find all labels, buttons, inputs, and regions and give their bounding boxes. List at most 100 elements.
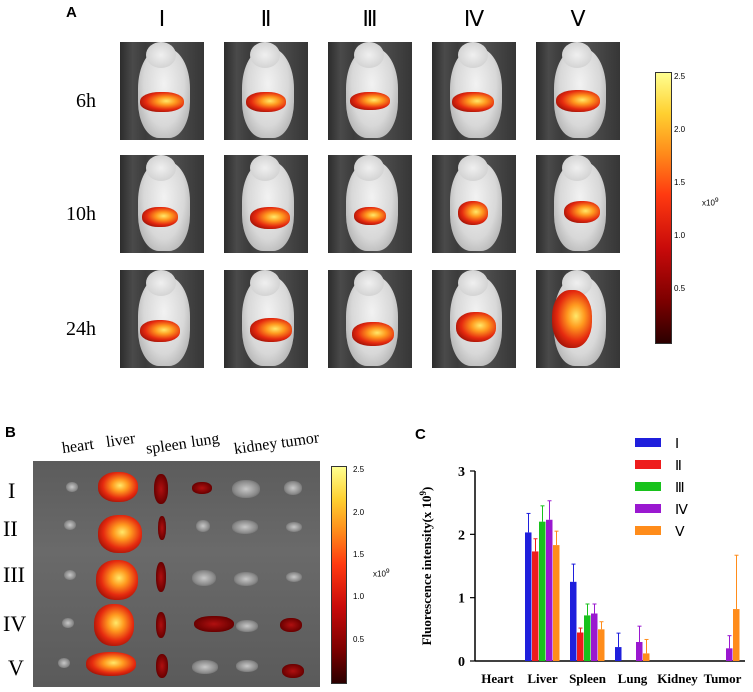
panel-b-colorbar-unit: x109 [373, 568, 390, 579]
y-tick-label: 2 [458, 528, 465, 543]
legend-label: Ⅴ [675, 525, 685, 540]
mouse-image [432, 155, 516, 253]
bar [636, 642, 643, 661]
organ-name-label: lung [189, 430, 221, 451]
legend-label: Ⅲ [675, 481, 685, 496]
bar [570, 581, 577, 661]
fluorescence-signal [556, 90, 600, 112]
x-tick-label: Heart [481, 671, 514, 686]
mouse-head [250, 155, 280, 181]
mouse-image [328, 270, 412, 368]
organ-photo [33, 461, 320, 687]
colorbar-tick-label: 2.0 [353, 507, 365, 517]
organ-name-label: heart [60, 435, 95, 458]
bar [584, 615, 591, 661]
mouse-head [146, 155, 176, 181]
fluorescence-signal [140, 92, 184, 112]
panel-a-timepoint-label: 24h [66, 318, 96, 340]
legend-swatch [635, 460, 661, 469]
organ-image [236, 620, 258, 632]
organ-image [284, 481, 302, 495]
organ-image [66, 482, 78, 492]
mouse-image [120, 155, 204, 253]
x-tick-label: Kidney [657, 671, 698, 686]
mouse-image [536, 155, 620, 253]
organ-image [58, 658, 70, 668]
organ-group-label: V [8, 655, 24, 680]
y-tick-label: 1 [458, 592, 465, 607]
mouse-image [224, 42, 308, 140]
organ-image [98, 515, 142, 553]
mouse-image [328, 42, 412, 140]
colorbar-tick-label: 1.5 [353, 549, 365, 559]
x-tick-label: Lung [618, 671, 648, 686]
fluorescence-signal [352, 322, 394, 346]
mouse-image [120, 42, 204, 140]
mouse-head [250, 42, 280, 68]
mouse-image [328, 155, 412, 253]
organ-image [154, 474, 168, 504]
colorbar-tick-label: 0.5 [674, 284, 686, 294]
bar [532, 551, 539, 661]
organ-image [94, 604, 134, 646]
fluorescence-signal [564, 201, 600, 223]
bar [553, 545, 560, 661]
organ-image [234, 572, 258, 586]
organ-image [196, 520, 210, 532]
organ-image [192, 570, 216, 586]
organ-image [156, 562, 166, 592]
organ-image [192, 660, 218, 674]
panel-a-group-label: Ⅱ [260, 6, 272, 31]
panel-a-timepoint-label: 6h [76, 90, 96, 112]
bar [539, 521, 546, 661]
x-tick-label: Liver [527, 671, 558, 686]
fluorescence-signal [250, 207, 290, 229]
panel-a-colorbar [655, 72, 672, 344]
organ-group-label: III [3, 562, 25, 587]
panel-b-colorbar [331, 466, 347, 684]
mouse-head [354, 42, 384, 68]
organ-image [192, 482, 212, 494]
fluorescence-signal [354, 207, 386, 225]
organ-image [156, 654, 168, 678]
organ-image [64, 520, 76, 530]
colorbar-tick-label: 2.0 [674, 125, 686, 135]
y-tick-label: 3 [458, 465, 465, 480]
mouse-image [536, 42, 620, 140]
fluorescence-signal [458, 201, 488, 225]
organ-group-label: II [3, 516, 18, 541]
mouse-head [354, 155, 384, 181]
bar [733, 609, 740, 661]
panel-a-colorbar-unit: x109 [702, 197, 719, 208]
mouse-head [146, 42, 176, 68]
organ-image [64, 570, 76, 580]
colorbar-tick-label: 1.0 [674, 231, 686, 241]
organ-group-label: I [8, 478, 16, 503]
organ-image [286, 522, 302, 532]
legend-label: Ⅳ [675, 503, 688, 518]
fluorescence-signal [246, 92, 286, 112]
colorbar-tick-label: 0.5 [353, 634, 365, 644]
mouse-image [120, 270, 204, 368]
bar [546, 519, 553, 661]
mouse-image [536, 270, 620, 368]
bar [525, 532, 532, 661]
organ-name-label: tumor [279, 429, 321, 452]
panel-c-letter: C [415, 426, 426, 443]
mouse-image [432, 42, 516, 140]
organ-image [232, 480, 260, 498]
mouse-image [432, 270, 516, 368]
organ-name-label: kidney [232, 435, 279, 458]
mouse-head [354, 270, 384, 296]
legend-swatch [635, 526, 661, 535]
mouse-head [250, 270, 280, 296]
colorbar-tick-label: 1.5 [674, 178, 686, 188]
mouse-head [458, 270, 488, 296]
fluorescence-signal [250, 318, 292, 342]
organ-image [286, 572, 302, 582]
organ-image [236, 660, 258, 672]
panel-a-letter: A [66, 4, 77, 21]
bar [591, 613, 598, 661]
mouse-head [562, 155, 592, 181]
panel-b-letter: B [5, 424, 16, 441]
